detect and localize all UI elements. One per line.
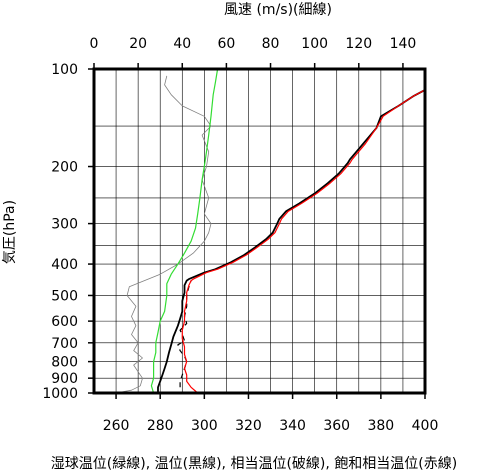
top-tick-label: 20 xyxy=(129,36,147,52)
top-tick-label: 100 xyxy=(301,36,328,52)
saturated-equivalent-potential-temperature-line xyxy=(181,89,426,394)
gridlines xyxy=(94,69,425,393)
y-tick-label: 100 xyxy=(51,62,78,78)
equivalent-potential-temperature-line xyxy=(177,280,192,388)
top-tick-label: 40 xyxy=(173,36,191,52)
plot-frame xyxy=(92,67,427,395)
bottom-axis-title: 湿球温位(緑線), 温位(黒線), 相当温位(破線), 飽和相当温位(赤線) xyxy=(51,455,457,472)
bottom-tick-label: 300 xyxy=(191,418,218,434)
top-axis-title: 風速 (m/s)(細線) xyxy=(224,2,332,18)
bottom-tick-label: 400 xyxy=(412,418,439,434)
top-tick-label: 120 xyxy=(345,36,372,52)
y-tick-label: 200 xyxy=(51,160,78,176)
top-tick-label: 0 xyxy=(90,36,99,52)
bottom-tick-label: 260 xyxy=(103,418,130,434)
bottom-tick-label: 380 xyxy=(367,418,394,434)
y-tick-label: 700 xyxy=(51,336,78,352)
top-axis-ticks: 0 20 40 60 80 100 120 140 xyxy=(90,36,417,69)
bottom-tick-label: 360 xyxy=(323,418,350,434)
top-tick-label: 80 xyxy=(262,36,280,52)
y-tick-label: 1000 xyxy=(42,386,78,402)
y-tick-label: 600 xyxy=(51,314,78,330)
y-tick-label: 400 xyxy=(51,257,78,273)
top-tick-label: 60 xyxy=(217,36,235,52)
bottom-tick-label: 320 xyxy=(235,418,262,434)
y-tick-label: 800 xyxy=(51,355,78,371)
bottom-tick-label: 340 xyxy=(279,418,306,434)
wet-bulb-potential-temperature-line xyxy=(150,68,219,394)
series-layer xyxy=(116,68,426,394)
wind-speed-line xyxy=(116,75,212,394)
y-tick-label: 300 xyxy=(51,217,78,233)
y-tick-label: 900 xyxy=(51,371,78,387)
potential-temperature-line xyxy=(157,89,426,393)
y-tick-label: 500 xyxy=(51,288,78,304)
top-tick-label: 140 xyxy=(390,36,417,52)
bottom-axis-ticks: 260 280 300 320 340 360 380 400 xyxy=(103,393,439,434)
bottom-tick-label: 280 xyxy=(147,418,174,434)
y-axis-title: 気圧(hPa) xyxy=(2,200,18,264)
